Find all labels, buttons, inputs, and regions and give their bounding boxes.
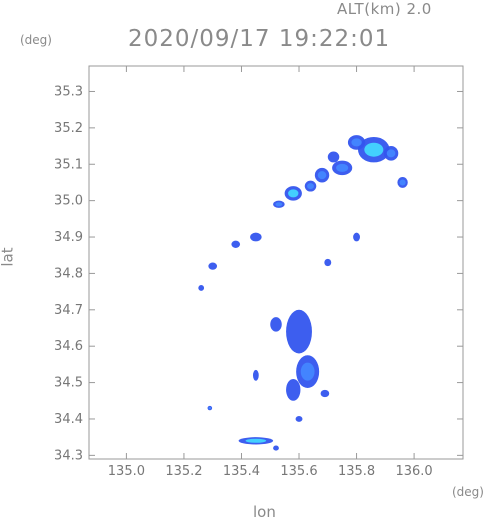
echo-cell-core (208, 406, 212, 410)
y-ticks: 34.3 34.4 34.5 34.6 34.7 34.8 34.9 35.0 35.1 35.2… (54, 84, 463, 463)
y-tick-label: 34.7 (54, 303, 83, 318)
echo-cell-core (317, 171, 327, 180)
echo-cell-core (399, 179, 406, 186)
echo-cell-core (245, 438, 267, 443)
echo-cell (270, 317, 282, 332)
x-tick-label: 135.0 (108, 464, 145, 479)
echo-cell (353, 232, 361, 242)
echo-cell-core (300, 362, 315, 381)
echo-cell-core (307, 183, 314, 190)
y-tick-label: 35.1 (54, 157, 83, 172)
plot-frame (88, 65, 464, 460)
echo-cell (252, 369, 259, 381)
x-axis-unit: (deg) (452, 485, 484, 499)
echo-cell-core (336, 163, 349, 172)
echo-cell (231, 240, 241, 248)
echo-cell-core (288, 189, 299, 198)
y-tick-label: 34.6 (54, 339, 83, 354)
x-tick-label: 136.0 (395, 464, 432, 479)
echo-cell (198, 285, 205, 291)
echo-cell (295, 416, 303, 422)
altitude-label: ALT(km) 2.0 (337, 0, 432, 18)
chart-title-timestamp: 2020/09/17 19:22:01 (128, 26, 391, 52)
y-tick-label: 34.8 (54, 266, 83, 281)
x-tick-label: 135.2 (165, 464, 202, 479)
y-tick-label: 34.4 (54, 412, 83, 427)
echo-cell (250, 232, 262, 242)
x-tick-label: 135.4 (223, 464, 260, 479)
x-ticks: 135.0 135.2 135.4 135.6 135.8 136.0 (108, 66, 433, 479)
y-tick-label: 35.2 (54, 121, 83, 136)
y-tick-label: 35.0 (54, 194, 83, 209)
echo-cell-core (386, 149, 396, 158)
x-tick-label: 135.8 (338, 464, 375, 479)
echo-cell (286, 309, 312, 354)
echo-cell-core (275, 202, 283, 207)
echo-cell-core (351, 138, 362, 147)
y-axis-unit: (deg) (20, 33, 52, 47)
x-axis-label: lon (253, 503, 276, 521)
echo-cell-core (364, 142, 384, 157)
echo-cell (327, 151, 340, 163)
echo-cell (208, 262, 218, 270)
y-tick-label: 35.3 (54, 84, 83, 99)
echo-cells (198, 135, 408, 451)
echo-cell (320, 389, 330, 398)
y-tick-label: 34.3 (54, 448, 83, 463)
x-tick-label: 135.6 (280, 464, 317, 479)
echo-cell (286, 378, 301, 401)
echo-cell (273, 445, 279, 451)
y-tick-label: 34.9 (54, 230, 83, 245)
y-tick-label: 34.5 (54, 376, 83, 391)
echo-cell (324, 258, 332, 267)
